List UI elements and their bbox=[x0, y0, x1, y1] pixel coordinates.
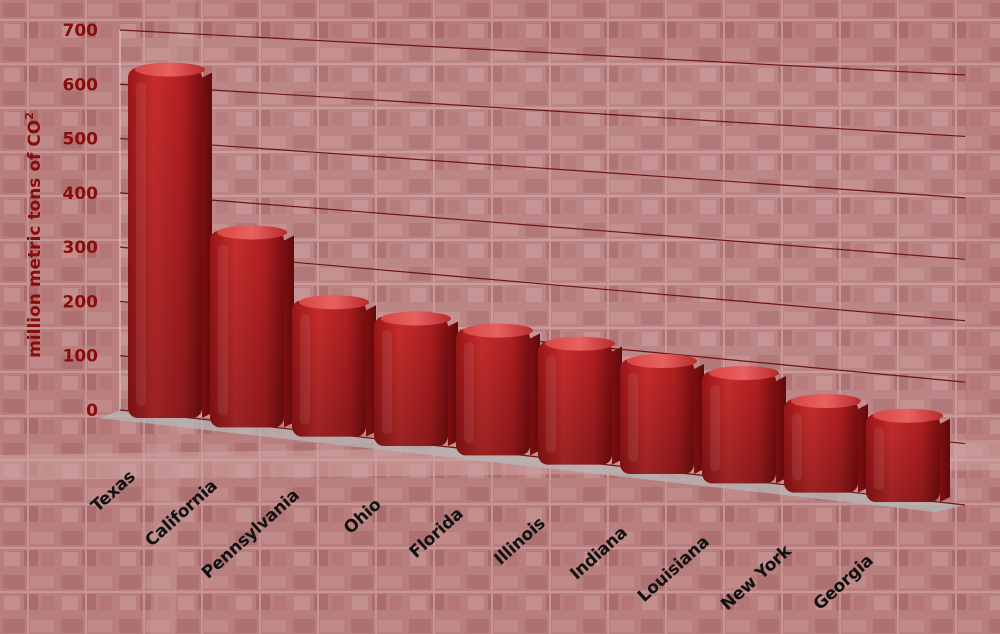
bar-highlight bbox=[874, 427, 884, 490]
y-tick-label: 500 bbox=[63, 130, 99, 150]
bar bbox=[538, 336, 622, 465]
bar-shade bbox=[128, 67, 202, 418]
bar-top bbox=[381, 311, 451, 326]
bar bbox=[784, 394, 868, 493]
bar-shade bbox=[292, 300, 366, 437]
gridline bbox=[119, 83, 966, 138]
y-tick-label: 600 bbox=[63, 75, 99, 95]
bar-top bbox=[873, 408, 943, 423]
bar-shade bbox=[620, 358, 694, 474]
bar-highlight bbox=[136, 81, 146, 406]
bar-top bbox=[791, 394, 861, 409]
bar-shade bbox=[784, 399, 858, 493]
y-tick-label: 0 bbox=[86, 401, 98, 421]
bars bbox=[128, 62, 950, 502]
bar-side bbox=[366, 305, 376, 437]
bar-shade bbox=[866, 413, 940, 502]
bar-top bbox=[545, 336, 615, 351]
bar-shade bbox=[374, 316, 448, 446]
bar-top bbox=[299, 295, 369, 310]
bar-shade bbox=[702, 370, 776, 484]
y-tick-label: 700 bbox=[63, 21, 99, 41]
bar-top bbox=[217, 225, 287, 240]
y-axis-title-superscript: 2 bbox=[23, 112, 36, 120]
bar-shade bbox=[538, 341, 612, 465]
bar-shade bbox=[210, 230, 284, 428]
bar bbox=[128, 62, 212, 418]
y-axis-title: million metric tons of CO2 bbox=[23, 112, 45, 358]
bar bbox=[620, 353, 704, 474]
gridline bbox=[119, 137, 966, 199]
bar-highlight bbox=[382, 330, 392, 434]
bar-side bbox=[776, 375, 786, 484]
gridline bbox=[119, 192, 966, 260]
bar-side bbox=[858, 404, 868, 493]
bar-top bbox=[463, 323, 533, 338]
y-axis-title-text: million metric tons of CO bbox=[25, 120, 45, 358]
bar-side bbox=[694, 363, 704, 474]
bar-highlight bbox=[628, 372, 638, 462]
bar-highlight bbox=[218, 244, 228, 416]
bar-highlight bbox=[546, 355, 556, 453]
bar bbox=[456, 323, 540, 456]
bar-side bbox=[612, 346, 622, 465]
bar bbox=[374, 311, 458, 446]
bar-highlight bbox=[710, 384, 720, 472]
bar-side bbox=[284, 235, 294, 428]
bar-side bbox=[448, 321, 458, 446]
gridline bbox=[119, 29, 966, 76]
bar-top bbox=[135, 62, 205, 77]
bar bbox=[866, 408, 950, 502]
bar bbox=[210, 225, 294, 428]
bar bbox=[702, 365, 786, 484]
y-tick-label: 300 bbox=[63, 238, 99, 258]
bar-side bbox=[202, 72, 212, 418]
y-axis-tick-labels: 0 100 200 300 400 500 600 700 bbox=[63, 21, 99, 421]
y-tick-label: 200 bbox=[63, 292, 99, 312]
bar bbox=[292, 295, 376, 437]
y-tick-label: 100 bbox=[63, 347, 99, 367]
bar-highlight bbox=[464, 342, 474, 444]
bar-top bbox=[709, 365, 779, 380]
bar-shade bbox=[456, 328, 530, 456]
bar-highlight bbox=[300, 314, 310, 425]
bar-side bbox=[940, 418, 950, 502]
y-tick-label: 400 bbox=[63, 184, 99, 204]
bar-top bbox=[627, 353, 697, 368]
bar-side bbox=[530, 333, 540, 456]
bar-highlight bbox=[792, 413, 802, 481]
